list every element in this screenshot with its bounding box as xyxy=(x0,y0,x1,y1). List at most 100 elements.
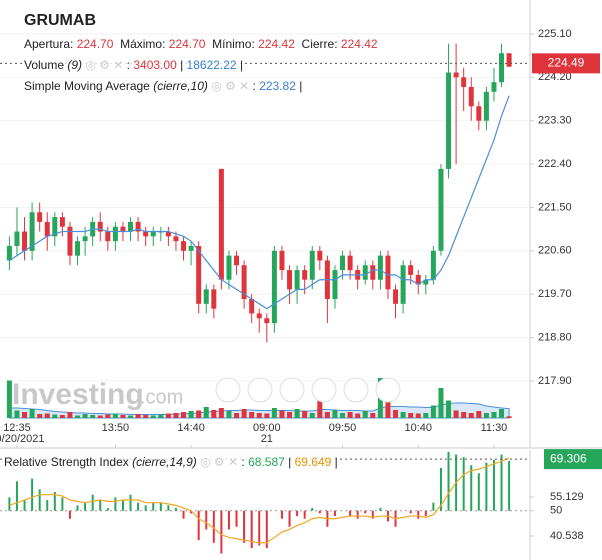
y-tick-label: 50 xyxy=(550,505,562,517)
volume-bar xyxy=(150,415,156,418)
volume-bar xyxy=(22,412,28,418)
volume-bar xyxy=(97,415,103,418)
rsi-bar xyxy=(311,508,314,511)
legend-params: (cierre,10) xyxy=(153,79,208,93)
candle-body xyxy=(385,255,391,290)
x-tick-label: 09:50 xyxy=(329,422,357,434)
volume-bar xyxy=(453,410,459,418)
zoom-reset-button[interactable] xyxy=(311,377,337,403)
zoom-out-button[interactable] xyxy=(279,377,305,403)
rsi-bar xyxy=(205,510,208,530)
ohlc-legend: Apertura: 224.70 Máximo: 224.70 Mínimo: … xyxy=(24,37,378,51)
volume-bar xyxy=(491,412,497,418)
volume-bar xyxy=(14,410,20,418)
candle-body xyxy=(203,289,209,304)
candle-body xyxy=(332,270,338,299)
volume-bar xyxy=(90,415,96,418)
volume-bar xyxy=(120,415,126,418)
candle-body xyxy=(279,250,285,271)
volume-bar xyxy=(271,408,277,418)
volume-bar xyxy=(294,409,300,418)
ohlc-value: 224.42 xyxy=(258,37,295,51)
rsi-bar xyxy=(432,502,435,511)
toolbar[interactable] xyxy=(215,377,401,403)
candle-body xyxy=(37,212,43,222)
volume-bar xyxy=(52,414,58,418)
candle-body xyxy=(143,231,149,237)
ohlc-value: 224.70 xyxy=(168,37,206,51)
candle-body xyxy=(135,221,141,232)
rsi-bar xyxy=(500,454,503,511)
candle-body xyxy=(6,245,12,261)
candle-body xyxy=(29,212,35,251)
last-value-tag xyxy=(544,449,602,470)
legend-name: Simple Moving Average xyxy=(24,79,150,93)
candle-body xyxy=(393,289,399,304)
candle-body xyxy=(362,265,368,280)
volume-legend: Volume (9) ◎ ⚙ ✕ : 3403.00 | 18622.22 | xyxy=(24,58,244,72)
candle-body xyxy=(453,72,459,78)
rsi-bar xyxy=(258,510,261,546)
candle-body xyxy=(218,168,224,280)
x-tick-label: 13:50 xyxy=(102,422,130,434)
candle-body xyxy=(112,226,118,242)
zoom-in-button[interactable] xyxy=(247,377,273,403)
candle-body xyxy=(340,255,346,271)
volume-bar xyxy=(112,413,118,418)
rsi-bar xyxy=(91,494,94,511)
rsi-bar xyxy=(296,510,299,517)
candle-body xyxy=(234,255,240,266)
candle-body xyxy=(226,255,232,280)
rsi-bar xyxy=(61,497,64,511)
volume-bar xyxy=(181,412,187,418)
scroll-right-button[interactable] xyxy=(375,377,401,403)
candle-body xyxy=(97,221,103,232)
rsi-bar xyxy=(174,508,177,511)
candle-body xyxy=(491,82,497,92)
rsi-bar xyxy=(190,510,193,514)
candle-body xyxy=(499,53,505,83)
candle-body xyxy=(415,274,421,285)
candle-body xyxy=(181,241,187,251)
x-tick-label: 12:35 xyxy=(3,422,31,434)
y-tick-label: 223.30 xyxy=(538,115,572,127)
volume-bar xyxy=(188,411,194,418)
legend-value: 223.82 xyxy=(259,79,296,93)
candle-body xyxy=(476,106,482,121)
legend-value: 18622.22 xyxy=(186,58,237,72)
volume-bar xyxy=(143,415,149,418)
rsi-bar xyxy=(470,465,473,511)
volume-bar xyxy=(158,414,164,418)
y-tick-label: 220.60 xyxy=(538,245,572,257)
rsi-bar xyxy=(424,510,427,517)
candle-body xyxy=(165,231,171,237)
candle-body xyxy=(173,236,179,242)
volume-bar xyxy=(218,408,224,418)
rsi-bar xyxy=(212,510,215,543)
volume-bar xyxy=(279,410,285,418)
volume-bar xyxy=(196,410,202,418)
legend-name: Volume xyxy=(24,58,65,72)
volume-bar xyxy=(165,413,171,418)
x-tick-label: 14:40 xyxy=(177,422,205,434)
candle-body xyxy=(59,217,65,227)
rsi-bar xyxy=(15,481,18,511)
volume-bar xyxy=(309,413,315,418)
y-tick-label: 225.10 xyxy=(538,28,572,40)
rsi-signal-line xyxy=(9,457,510,544)
scroll-left-button[interactable] xyxy=(215,377,241,403)
rsi-bar xyxy=(121,500,124,511)
volume-bar xyxy=(355,413,361,418)
ohlc-value: 224.42 xyxy=(340,37,378,51)
volume-bar xyxy=(408,413,414,418)
rsi-bar xyxy=(46,500,49,511)
rsi-legend: Relative Strength Index (cierre,14,9) ◎ … xyxy=(4,455,338,469)
volume-bar xyxy=(249,412,255,418)
rsi-bar xyxy=(477,473,480,511)
rsi-bar xyxy=(349,510,352,517)
rsi-bar xyxy=(53,491,56,511)
ohlc-label: Mínimo: xyxy=(212,37,255,51)
ohlc-label: Cierre: xyxy=(301,37,338,51)
zoom-area-button[interactable] xyxy=(343,377,369,403)
volume-bar xyxy=(75,415,81,418)
